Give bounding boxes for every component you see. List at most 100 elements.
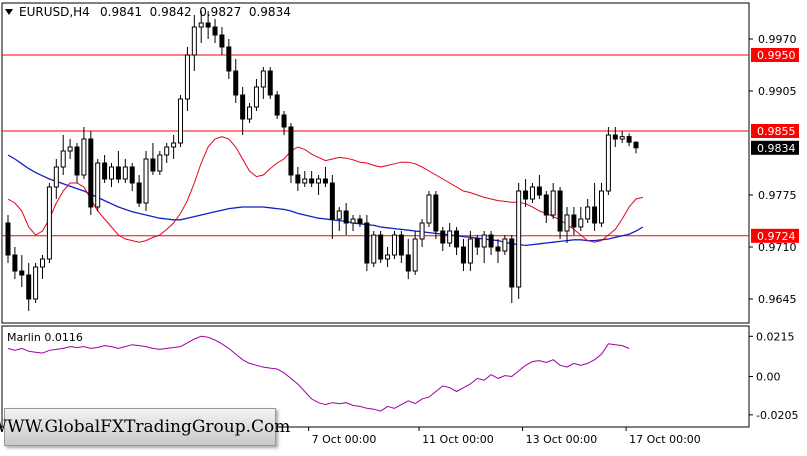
price-axis: 0.9970 0.9905 0.9775 0.9710 0.9645 0.9950 0.98…: [749, 33, 799, 422]
candle: [309, 171, 315, 187]
candle: [550, 183, 556, 219]
time-tick-label: 7 Oct 00:00: [312, 433, 377, 446]
candle: [240, 87, 246, 135]
candle: [557, 187, 563, 239]
candle: [619, 131, 625, 143]
candle: [612, 127, 618, 147]
candle-body-bull: [350, 218, 356, 224]
candle-body-bear: [536, 186, 542, 196]
candle-body-bull: [40, 258, 46, 268]
candle-body-bull: [53, 166, 59, 188]
candle-body-bull: [564, 214, 570, 232]
candle: [371, 231, 377, 267]
level-price-tag: [751, 228, 799, 243]
candle-body-bull: [502, 238, 508, 252]
candle-body-bull: [81, 138, 87, 176]
candle-body-bear: [398, 234, 404, 256]
candle: [281, 111, 287, 135]
symbol-timeframe: EURUSD,H4: [19, 5, 90, 19]
candle-body-bull: [109, 166, 115, 180]
candle-body-bull: [33, 266, 39, 300]
oscillator-series: [7, 335, 630, 412]
candle-body-bull: [143, 158, 149, 204]
candle: [109, 163, 115, 187]
candle-body-bear: [405, 254, 411, 272]
candle-body-bear: [509, 238, 515, 288]
candle: [5, 215, 11, 263]
watermark: WWW.GlobalFXTradingGroup.Com: [0, 408, 290, 446]
candle: [46, 183, 52, 263]
candle: [302, 171, 308, 187]
candle: [329, 175, 335, 239]
candle: [454, 227, 460, 255]
candle: [536, 175, 542, 199]
candle-body-bull: [412, 238, 418, 272]
candle: [391, 231, 397, 259]
candle: [115, 151, 121, 183]
level-price-tag: [751, 48, 799, 62]
candle: [605, 127, 611, 195]
candle: [12, 247, 18, 279]
candle: [198, 11, 204, 43]
level-price-label: 0.9855: [757, 125, 796, 138]
main-pane-frame: [1, 2, 750, 324]
candle: [571, 207, 577, 235]
candle-body-bear: [136, 182, 142, 204]
candle-body-bear: [5, 222, 11, 256]
candle: [219, 27, 225, 55]
candle-body-bull: [598, 190, 604, 224]
candle-body-bull: [260, 70, 266, 88]
candle: [398, 231, 404, 263]
candle-body-bear: [309, 178, 315, 184]
candle: [129, 163, 135, 191]
candle-body-bear: [74, 146, 80, 176]
candle: [633, 141, 639, 154]
candle: [53, 159, 59, 199]
candle: [157, 151, 163, 175]
candle-body-bear: [460, 246, 466, 264]
candle-body-bear: [364, 222, 370, 264]
candle-body-bear: [557, 190, 563, 232]
candle: [226, 39, 232, 79]
candle: [205, 11, 211, 39]
candle-body-bear: [274, 94, 280, 116]
time-axis: 7 Oct 00:00 11 Oct 00:00 13 Oct 00:00 17 Oc…: [308, 427, 701, 446]
candle-body-bull: [426, 194, 432, 224]
candle-body-bull: [529, 186, 535, 200]
candle-body-bull: [336, 210, 342, 220]
candle: [74, 143, 80, 183]
candle: [322, 167, 328, 187]
candle-body-bull: [578, 218, 584, 228]
candle-body-bear: [295, 174, 301, 184]
menu-triangle-icon[interactable]: [5, 9, 13, 15]
current-price-label: 0.9834: [757, 142, 796, 155]
candle-body-bear: [626, 136, 632, 143]
candle-body-bear: [102, 162, 108, 180]
candle: [143, 151, 149, 211]
indicator-label: Marlin 0.0116: [7, 331, 83, 344]
indicator-tick-label: 0.00: [756, 371, 781, 384]
candle-body-bull: [391, 234, 397, 256]
candle-body-bull: [619, 136, 625, 140]
candle-body-bull: [178, 98, 184, 144]
candle-body-bear: [219, 34, 225, 48]
candle-body-bear: [543, 194, 549, 216]
candle-body-bull: [550, 190, 556, 216]
price-tick-label: 0.9645: [758, 293, 797, 306]
candle-body-bull: [302, 178, 308, 184]
candle-body-bear: [233, 70, 239, 96]
candle-body-bear: [612, 134, 618, 140]
candle: [343, 203, 349, 235]
candle: [626, 133, 632, 147]
candle-body-bull: [585, 206, 591, 220]
candle-body-bull: [316, 178, 322, 184]
candle-body-bear: [592, 206, 598, 224]
candle-body-bull: [164, 146, 170, 156]
candle: [95, 159, 101, 211]
candle: [247, 103, 253, 123]
candle: [40, 255, 46, 279]
candle: [412, 231, 418, 275]
candle-body-bear: [26, 274, 32, 300]
candle-body-bull: [481, 234, 487, 248]
candle-body-bear: [633, 141, 639, 149]
